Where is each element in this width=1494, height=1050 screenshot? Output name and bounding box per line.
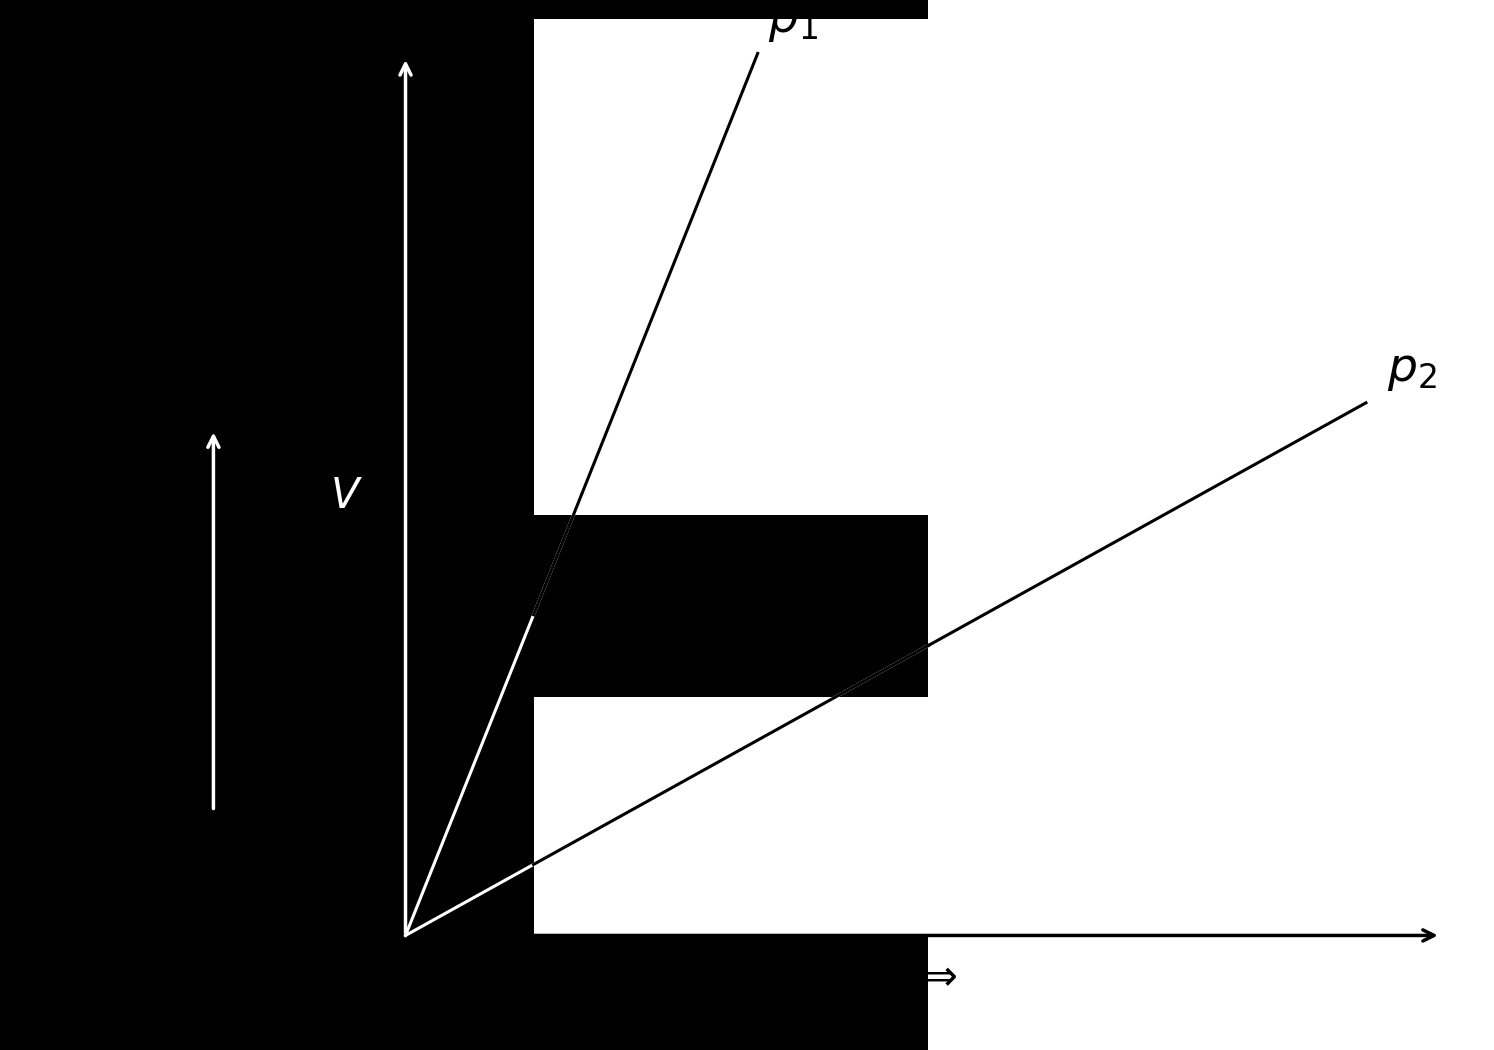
Text: $p_2$: $p_2$: [1388, 349, 1437, 394]
Text: $V$: $V$: [330, 476, 363, 518]
Bar: [928, 0, 1494, 1050]
Bar: [0, 0, 379, 1050]
Bar: [533, 19, 940, 516]
Bar: [533, 697, 940, 936]
Text: $p_1$: $p_1$: [768, 0, 819, 44]
Bar: [0, 936, 1494, 1050]
Text: $T\Rightarrow$: $T\Rightarrow$: [889, 958, 958, 1000]
Bar: [0, 0, 928, 936]
